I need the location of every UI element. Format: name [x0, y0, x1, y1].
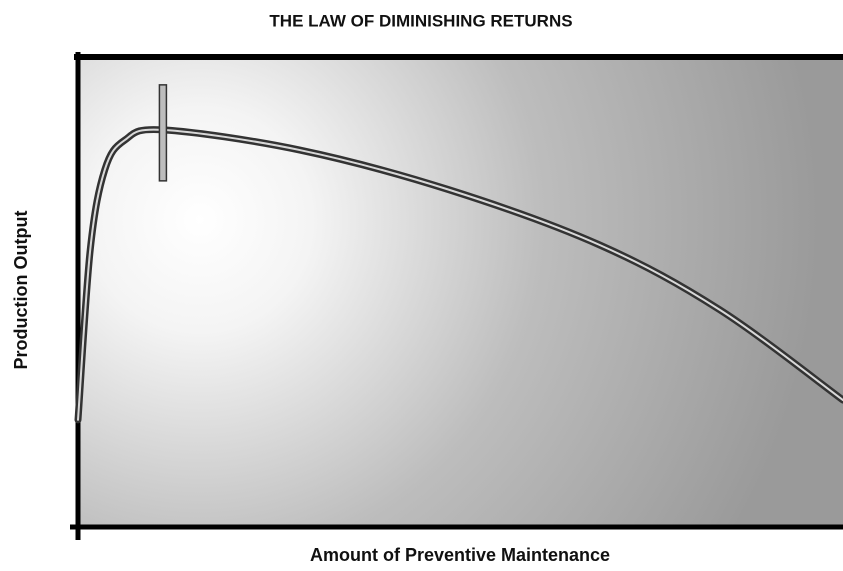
peak-marker: [158, 84, 168, 182]
y-axis-label: Production Output: [11, 211, 31, 370]
chart-title: THE LAW OF DIMINISHING RETURNS: [269, 11, 572, 30]
x-axis-label: Amount of Preventive Maintenance: [310, 545, 610, 565]
plot-background: [78, 57, 843, 527]
curve-highlight: [77, 128, 843, 421]
